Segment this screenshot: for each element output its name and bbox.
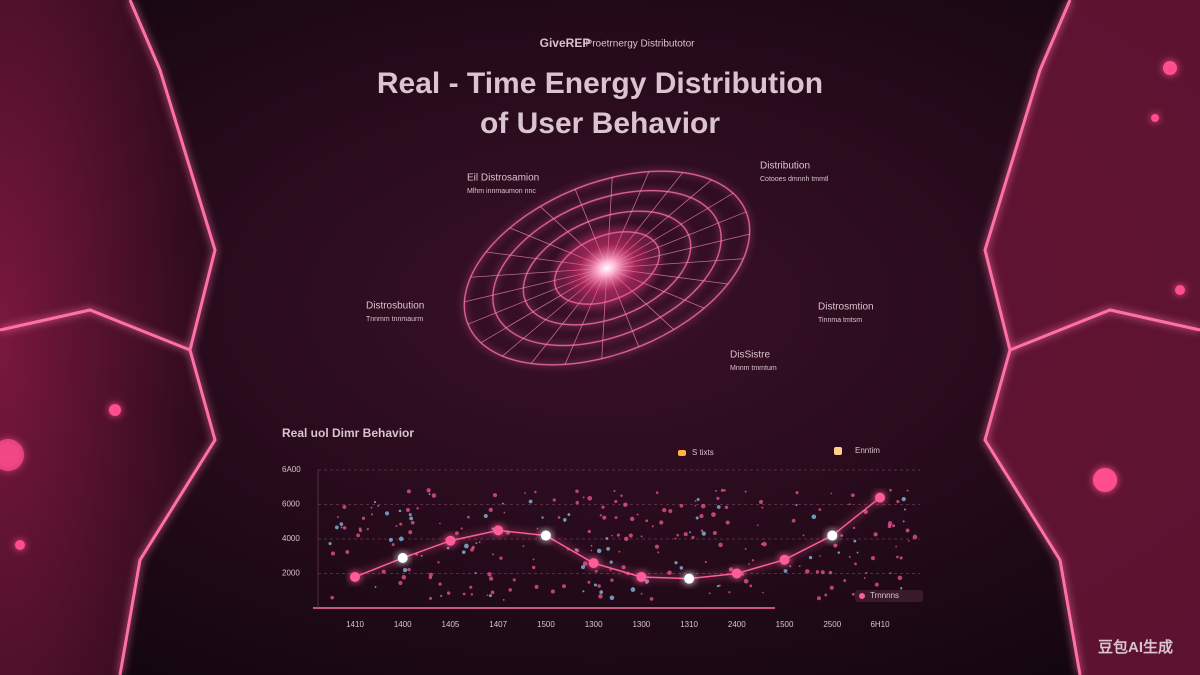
annotation-title: Distrosmtion xyxy=(818,302,874,313)
annotation-title: Eil Distrosamion xyxy=(467,173,539,184)
particle-haze xyxy=(328,488,918,601)
point xyxy=(731,568,742,579)
point xyxy=(875,492,885,503)
point xyxy=(636,571,647,582)
annotation-note: Tnnmm tnnmaurm xyxy=(366,316,423,323)
title-line: Real - Time Energy Distribution xyxy=(377,67,823,100)
y-tick-label: 4000 xyxy=(282,534,300,543)
x-tick-label: 1407 xyxy=(489,620,507,629)
annotation-note: Mlhm innmaumon nnc xyxy=(467,188,536,195)
point xyxy=(350,571,360,582)
point xyxy=(445,535,456,546)
energy-disc xyxy=(463,170,751,366)
x-tick-label: 1405 xyxy=(442,620,460,629)
x-tick-label: 2500 xyxy=(823,620,841,629)
annotation-note: Mnnm tmmtum xyxy=(730,365,777,372)
legend-label: Enntim xyxy=(855,446,880,455)
footnote-dot xyxy=(859,593,865,599)
point xyxy=(827,530,838,541)
legend-label: S tixts xyxy=(692,448,714,457)
x-tick-label: 1300 xyxy=(632,620,650,629)
point xyxy=(540,530,551,541)
x-tick-label: 2400 xyxy=(728,620,746,629)
x-tick-label: 1500 xyxy=(537,620,555,629)
chart: 2000 4000 6000 6A00 1410 1400 1405 1407 1500 1300… xyxy=(282,446,923,629)
annotation-title: Distrosbution xyxy=(366,301,424,312)
left-panel xyxy=(0,0,215,675)
x-tick-label: 1310 xyxy=(680,620,698,629)
annotation-note: Tinnma tmtsm xyxy=(818,317,862,324)
brand: GiveREP xyxy=(540,36,591,50)
annotation-title: DisSistre xyxy=(730,350,770,361)
annotation-note: Cotooes dmnnh tmmtl xyxy=(760,176,829,183)
brand-subtitle: Proetrnergy Distributotor xyxy=(586,39,696,50)
legend-swatch xyxy=(834,447,842,455)
footnote-box xyxy=(855,590,923,602)
particles xyxy=(0,61,1185,550)
point xyxy=(588,558,599,569)
watermark: 豆包AI生成 xyxy=(1098,638,1173,656)
x-tick-label: 1400 xyxy=(394,620,412,629)
title-line: of User Behavior xyxy=(480,107,720,140)
x-tick-label: 6H10 xyxy=(870,620,890,629)
x-tick-label: 1300 xyxy=(585,620,603,629)
y-tick-label: 2000 xyxy=(282,569,300,578)
right-panel xyxy=(985,0,1200,675)
footnote: Trnnnns xyxy=(870,591,899,600)
annotation-title: Distribution xyxy=(760,161,810,172)
y-tick-label: 6000 xyxy=(282,500,300,509)
chart-subtitle: Real uol Dimr Behavior xyxy=(282,426,414,440)
annotations: Eil Distrosamion Mlhm innmaumon nnc Distri… xyxy=(366,161,874,372)
line xyxy=(354,497,881,580)
chart-title: Real - Time Energy Distribution of User B… xyxy=(377,67,823,140)
point xyxy=(779,554,790,565)
legend-swatch xyxy=(678,450,686,456)
x-tick-label: 1410 xyxy=(346,620,364,629)
x-tick-label: 1500 xyxy=(776,620,794,629)
point xyxy=(493,525,504,536)
y-tick-label: 6A00 xyxy=(282,465,301,474)
point xyxy=(397,552,408,563)
point xyxy=(684,573,695,584)
